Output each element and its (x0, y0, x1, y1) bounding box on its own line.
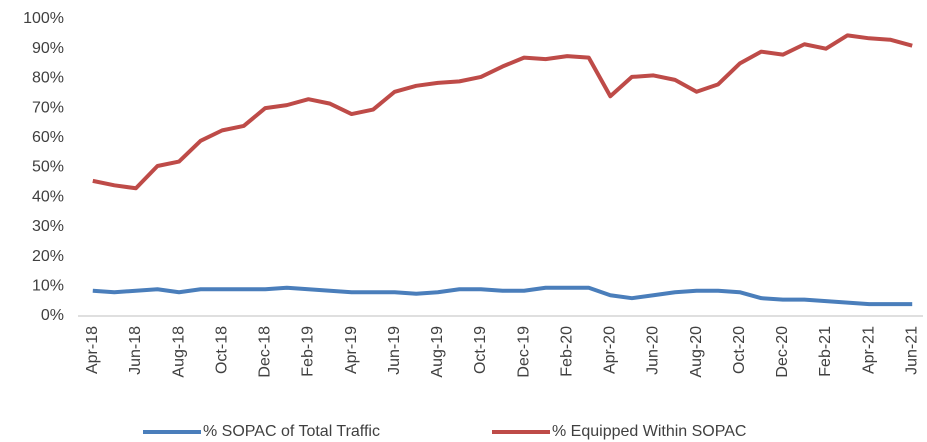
y-tick-label: 90% (32, 40, 64, 57)
x-tick-label: Jun-18 (127, 326, 144, 375)
x-tick-label: Feb-19 (300, 326, 317, 377)
x-tick-label: Aug-19 (429, 326, 446, 378)
x-tick-label: Dec-19 (515, 326, 532, 378)
y-tick-label: 70% (32, 99, 64, 116)
x-tick-label: Dec-18 (257, 326, 274, 378)
line (92, 285, 913, 307)
x-tick-label: Jun-19 (386, 326, 403, 375)
y-tick-label: 40% (32, 188, 64, 205)
y-tick-label: 10% (32, 278, 64, 295)
x-tick-label: Feb-20 (558, 326, 575, 377)
x-tick-label: Aug-18 (170, 326, 187, 378)
x-tick-label: Jun-20 (645, 326, 662, 375)
legend-label: % SOPAC of Total Traffic (203, 423, 380, 440)
y-tick-label: 50% (32, 159, 64, 176)
y-tick-label: 60% (32, 129, 64, 146)
y-tick-label: 100% (23, 10, 64, 27)
x-tick-label: Feb-21 (817, 326, 834, 377)
y-tick-label: 30% (32, 218, 64, 235)
legend-label: % Equipped Within SOPAC (552, 423, 746, 440)
x-tick-label: Apr-20 (602, 326, 619, 374)
y-tick-label: 80% (32, 70, 64, 87)
y-tick-label: 0% (41, 307, 64, 324)
line (92, 33, 913, 191)
x-tick-label: Jun-21 (903, 326, 920, 375)
x-tick-label: Apr-21 (860, 326, 877, 374)
x-tick-label: Apr-19 (343, 326, 360, 374)
x-tick-label: Aug-20 (688, 326, 705, 378)
x-tick-label: Oct-19 (472, 326, 489, 374)
y-tick-label: 20% (32, 248, 64, 265)
x-tick-label: Oct-20 (731, 326, 748, 374)
x-tick-label: Dec-20 (774, 326, 791, 378)
x-tick-label: Oct-18 (213, 326, 230, 374)
x-tick-label: Apr-18 (84, 326, 101, 374)
